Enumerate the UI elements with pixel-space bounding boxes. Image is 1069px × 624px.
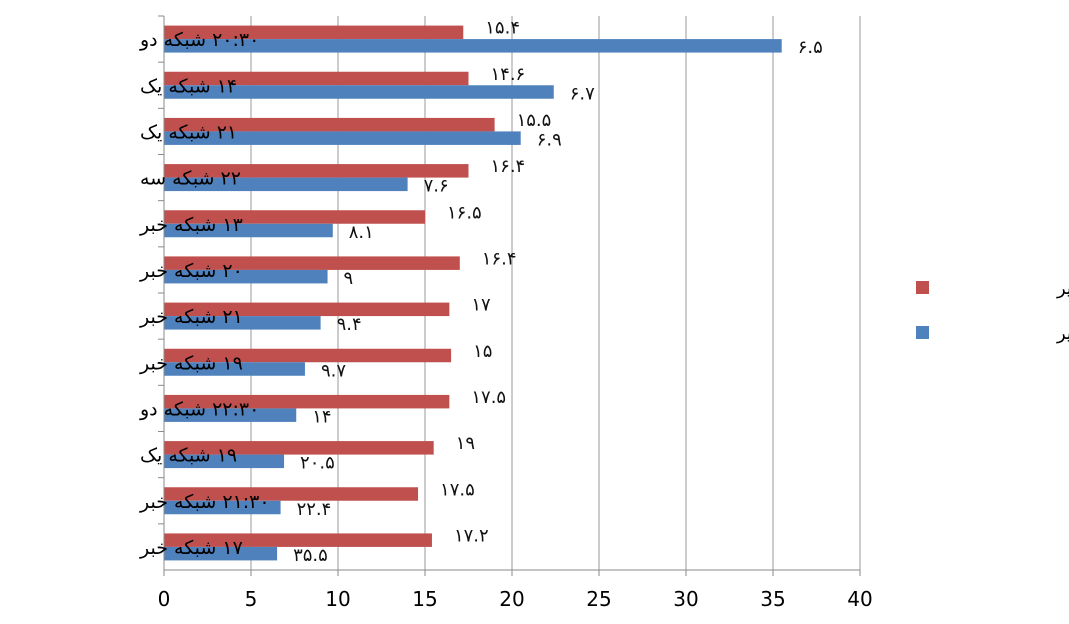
- bar-follower: [164, 85, 554, 99]
- bar-non-follower: [164, 25, 464, 40]
- category-label: ۲۲:۳۰ شبکه دو: [139, 398, 259, 420]
- data-label-non-follower: ۱۵.۵: [517, 110, 552, 131]
- x-tick-label: 25: [586, 587, 611, 611]
- data-label-non-follower: ۱۶.۴: [482, 248, 517, 269]
- category-label: ۱۹ شبکه یک: [140, 445, 237, 467]
- legend-label: بیننده غیرپیگیر: [1056, 277, 1069, 299]
- data-label-follower: ۸.۱: [349, 222, 374, 243]
- bar-follower: [164, 131, 521, 145]
- data-label-non-follower: ۱۵: [473, 341, 492, 362]
- legend-swatch: [916, 326, 929, 339]
- data-label-follower: ۳۵.۵: [293, 545, 328, 566]
- bar-follower: [164, 362, 305, 376]
- bar-non-follower: [164, 441, 434, 455]
- bar-non-follower: [164, 117, 495, 132]
- category-labels: ۲۰:۳۰ شبکه دو ۱۴ شبکه یک ۲۱ شبکه یک ۲۲ شبکه…: [139, 29, 270, 559]
- category-label: ۲۱ شبکه خبر: [139, 306, 243, 328]
- bars: [164, 25, 782, 561]
- bar-follower: [164, 316, 321, 330]
- data-label-non-follower: ۱۶.۴: [491, 156, 526, 177]
- x-tick-label: 40: [847, 587, 872, 611]
- bar-follower: [164, 269, 328, 284]
- bar-follower: [164, 223, 333, 238]
- x-tick-label: 15: [412, 587, 437, 611]
- legend: بیننده غیرپیگیر بیننده پیگیر: [916, 277, 1069, 344]
- data-label-follower: ۲۲.۴: [297, 499, 332, 520]
- bar-follower: [164, 177, 408, 192]
- bar-follower: [164, 546, 278, 561]
- bar-non-follower: [164, 302, 450, 317]
- x-tick-label: 35: [760, 587, 785, 611]
- category-label: ۲۰ شبکه خبر: [139, 260, 243, 282]
- x-tick-label: 5: [245, 587, 258, 611]
- data-label-non-follower: ۱۷: [471, 295, 491, 316]
- bar-non-follower: [164, 210, 425, 224]
- x-tick-label: 30: [673, 587, 698, 611]
- data-label-follower: ۱۴: [312, 406, 331, 427]
- data-label-non-follower: ۱۴.۶: [491, 64, 526, 85]
- data-label-non-follower: ۱۶.۵: [447, 202, 482, 223]
- data-label-follower: ۶.۹: [537, 129, 562, 150]
- bar-non-follower: [164, 71, 469, 86]
- category-label: ۲۰:۳۰ شبکه دو: [139, 29, 259, 51]
- data-label-non-follower: ۱۵.۴: [485, 18, 520, 39]
- x-tick-label: 0: [158, 587, 171, 611]
- bar-non-follower: [164, 256, 460, 270]
- category-label: ۲۲ شبکه سه: [140, 168, 241, 190]
- data-label-follower: ۶.۷: [570, 83, 595, 104]
- bar-non-follower: [164, 533, 432, 547]
- bar-non-follower: [164, 394, 450, 409]
- data-label-non-follower: ۱۷.۲: [454, 525, 489, 546]
- x-tick-label: 10: [325, 587, 350, 611]
- bar-follower: [164, 454, 285, 469]
- data-label-non-follower: ۱۷.۵: [471, 387, 506, 408]
- bar-follower: [164, 500, 281, 515]
- x-tick-labels: 0 5 10 15 20 25 30 35 40: [158, 587, 873, 611]
- data-label-follower: ۲۰.۵: [300, 453, 335, 474]
- legend-swatch: [916, 281, 929, 294]
- bar-follower: [164, 39, 782, 53]
- axes: [158, 15, 861, 576]
- data-label-follower: ۹.۷: [321, 360, 346, 381]
- data-labels: ۱۵.۴ ۶.۵ ۱۴.۶ ۶.۷ ۱۵.۵۶.۹ ۱۶.۴ ۷.۶ ۱۶.۵ ۸.۱ ۱۶.۴ ۹…: [293, 18, 823, 566]
- category-label: ۱۳ شبکه خبر: [139, 214, 243, 236]
- bar-follower: [164, 408, 297, 422]
- legend-label: بیننده پیگیر: [1056, 322, 1069, 344]
- gridlines: [250, 16, 861, 570]
- data-label-follower: ۹: [344, 268, 354, 289]
- data-label-follower: ۹.۴: [337, 314, 362, 335]
- category-label: ۱۴ شبکه یک: [140, 75, 237, 97]
- bar-non-follower: [164, 164, 469, 178]
- data-label-non-follower: ۱۹: [456, 433, 475, 454]
- bar-non-follower: [164, 348, 452, 363]
- category-label: ۱۹ شبکه خبر: [139, 352, 243, 374]
- data-label-non-follower: ۱۷.۵: [440, 479, 475, 500]
- bar-non-follower: [164, 487, 419, 501]
- x-tick-label: 20: [499, 587, 524, 611]
- category-label: ۲۱ شبکه یک: [140, 121, 237, 143]
- data-label-follower: ۷.۶: [424, 176, 449, 197]
- data-label-follower: ۶.۵: [798, 37, 823, 58]
- category-label: ۲۱:۳۰ شبکه خبر: [139, 491, 270, 513]
- category-label: ۱۷ شبکه خبر: [139, 537, 243, 559]
